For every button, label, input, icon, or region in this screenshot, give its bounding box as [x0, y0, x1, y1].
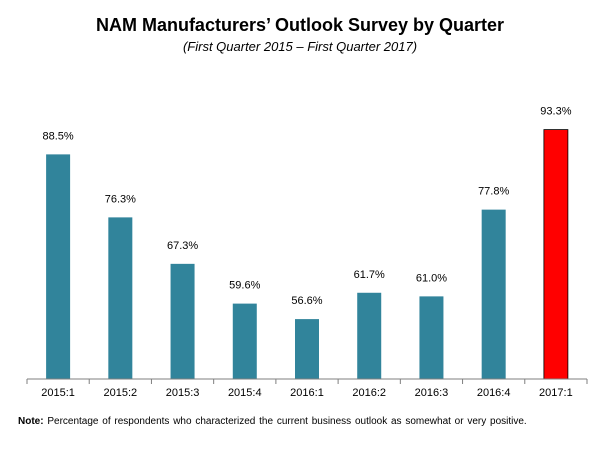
chart-title: NAM Manufacturers’ Outlook Survey by Qua… — [95, 15, 505, 35]
note-label: Note: — [18, 416, 44, 427]
value-label-2016:2: 61.7% — [354, 269, 385, 281]
tick-label-2015:3: 2015:3 — [166, 387, 200, 399]
tick-label-2016:1: 2016:1 — [290, 387, 324, 399]
bar-2015:4 — [232, 303, 257, 379]
bar-2016:3 — [419, 296, 444, 379]
x-axis-ticks — [26, 379, 588, 384]
value-label-2016:4: 77.8% — [478, 186, 509, 198]
value-label-2016:3: 61.0% — [416, 272, 447, 284]
chart-plot: 88.5% 76.3% 67.3% 59.6% 56.6% 61.7% 61.0% 77.8%… — [26, 106, 588, 399]
bar-2016:2 — [357, 292, 382, 379]
x-axis-tick-labels: 2015:1 2015:2 2015:3 2015:4 2016:1 2016:2 2016… — [41, 387, 572, 399]
tick-label-2016:4: 2016:4 — [477, 387, 511, 399]
bar-2015:2 — [108, 217, 133, 379]
tick-label-2017:1: 2017:1 — [539, 387, 573, 399]
tick-label-2016:2: 2016:2 — [352, 387, 386, 399]
note-text: Percentage of respondents who characteri… — [47, 416, 527, 427]
value-label-2017:1: 93.3% — [540, 106, 571, 118]
value-label-2015:2: 76.3% — [105, 193, 136, 205]
value-label-2015:3: 67.3% — [167, 240, 198, 252]
chart-subtitle: (First Quarter 2015 – First Quarter 2017… — [182, 39, 418, 54]
bar-2017:1 — [543, 129, 569, 380]
chart-note: Note: Percentage of respondents who char… — [18, 416, 588, 427]
bar-2016:4 — [481, 209, 506, 379]
bar-2016:1 — [295, 319, 319, 379]
tick-label-2016:3: 2016:3 — [415, 387, 449, 399]
tick-label-2015:1: 2015:1 — [41, 387, 75, 399]
bar-2015:1 — [46, 154, 71, 379]
value-label-2016:1: 56.6% — [291, 295, 322, 307]
value-labels-layer: 88.5% 76.3% 67.3% 59.6% 56.6% 61.7% 61.0% 77.8%… — [43, 106, 572, 308]
tick-label-2015:4: 2015:4 — [228, 387, 262, 399]
value-label-2015:4: 59.6% — [229, 280, 260, 292]
bar-2015:3 — [170, 263, 195, 379]
tick-label-2015:2: 2015:2 — [104, 387, 138, 399]
bars-layer — [46, 129, 569, 380]
value-label-2015:1: 88.5% — [43, 130, 74, 142]
